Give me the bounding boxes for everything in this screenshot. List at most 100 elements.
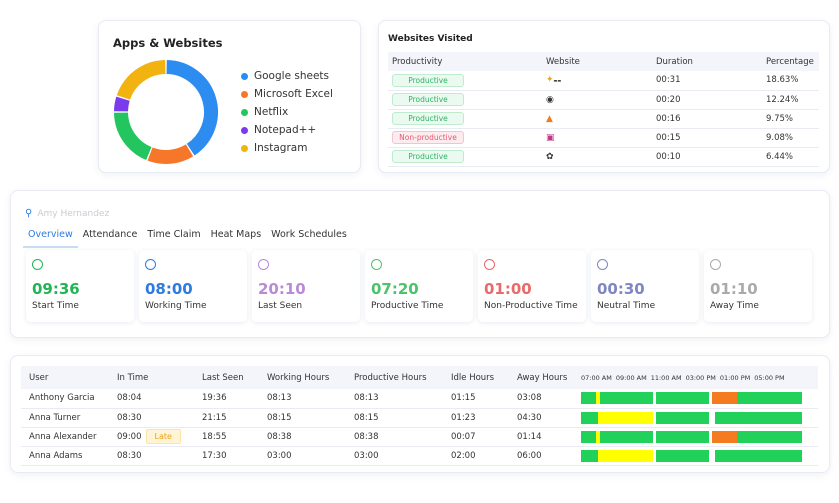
website-row[interactable]: Productive ✦▬▬ 00:31 18.63%: [388, 71, 819, 91]
stat-card: 08:00 Working Time: [139, 250, 247, 322]
website-row[interactable]: Productive ▲ 00:16 9.75%: [388, 109, 819, 129]
working-hours: 08:15: [259, 408, 346, 428]
clock-icon: [145, 259, 156, 270]
col-user: User: [21, 366, 109, 389]
clock-icon: [32, 259, 43, 270]
timeline-tick: 01:00 PM: [719, 373, 751, 382]
stat-label: Non-Productive Time: [484, 301, 578, 311]
website-logo-icon: ✦▬▬: [538, 71, 648, 91]
user-row[interactable]: Anna Adams 08:30 17:30 03:00 03:00 02:00…: [21, 446, 818, 466]
stat-label: Away Time: [710, 301, 759, 311]
away-hours: 04:30: [509, 408, 573, 428]
user-label: ⚲ Amy Hernandez: [25, 208, 109, 219]
percentage: 18.63%: [758, 71, 819, 91]
apps-donut-chart: [114, 60, 218, 164]
working-hours: 08:38: [259, 427, 346, 447]
stat-cards: 09:36 Start Time 08:00 Working Time 20:1…: [26, 250, 812, 322]
idle-hours: 01:15: [443, 389, 509, 409]
productive-hours: 08:15: [346, 408, 443, 428]
col-productivity: Productivity: [388, 52, 538, 71]
idle-hours: 01:23: [443, 408, 509, 428]
legend-item[interactable]: Netflix: [241, 103, 333, 121]
tab-work-schedules[interactable]: Work Schedules: [271, 229, 347, 240]
away-hours: 01:14: [509, 427, 573, 447]
tab-heat-maps[interactable]: Heat Maps: [210, 229, 262, 240]
legend-item[interactable]: Instagram: [241, 139, 333, 157]
col-productive-hours: Productive Hours: [346, 366, 443, 389]
gitlab-icon: ▲: [538, 109, 648, 129]
timeline-segment-productive: [581, 392, 597, 405]
user-name[interactable]: Anna Turner: [21, 408, 109, 428]
col-away-hours: Away Hours: [509, 366, 573, 389]
donut-slice-google-sheets[interactable]: [166, 60, 218, 156]
donut-slice-notepad-[interactable]: [114, 96, 130, 112]
user-row[interactable]: Anna Turner 08:30 21:15 08:15 08:15 01:2…: [21, 408, 818, 428]
col-idle-hours: Idle Hours: [443, 366, 509, 389]
in-time: 08:30: [117, 450, 142, 461]
legend-item[interactable]: Notepad++: [241, 121, 333, 139]
timeline-segment-productive: [736, 430, 802, 443]
stat-card: 20:10 Last Seen: [252, 250, 360, 322]
col-website: Website: [538, 52, 648, 71]
stat-label: Productive Time: [371, 301, 444, 311]
stat-value: 01:10: [710, 280, 758, 298]
timeline-segment-gap: [709, 449, 715, 462]
productivity-badge: Productive: [392, 93, 464, 106]
legend-label: Google sheets: [254, 70, 329, 82]
activity-timeline: [581, 430, 802, 443]
timeline-tick: 11:00 AM: [650, 373, 682, 382]
timeline-segment-productive: [581, 449, 598, 462]
donut-slice-microsoft-excel[interactable]: [147, 144, 194, 164]
timeline-segment-gap: [652, 411, 657, 424]
tab-time-claim[interactable]: Time Claim: [147, 229, 201, 240]
percentage: 12.24%: [758, 90, 819, 110]
last-seen: 18:55: [194, 427, 259, 447]
website-row[interactable]: Productive ◉ 00:20 12.24%: [388, 90, 819, 110]
timeline-segment-idle: [597, 411, 653, 424]
user-name[interactable]: Anna Alexander: [21, 427, 109, 447]
users-table-card: User In Time Last Seen Working Hours Product…: [10, 355, 830, 473]
user-name[interactable]: Anthony Garcia: [21, 389, 109, 409]
clock-icon: [258, 259, 269, 270]
donut-slice-instagram[interactable]: [116, 60, 166, 101]
timeline-segment-productive: [714, 449, 802, 462]
stat-value: 07:20: [371, 280, 419, 298]
timeline-segment-gap: [709, 430, 713, 443]
openai-icon: ✿: [538, 147, 648, 167]
productivity-badge: Productive: [392, 112, 464, 125]
user-row[interactable]: Anthony Garcia 08:04 19:36 08:13 08:13 0…: [21, 389, 818, 409]
legend-label: Notepad++: [254, 124, 317, 136]
user-row[interactable]: Anna Alexander 09:00 Late 18:55 08:38 08:…: [21, 427, 818, 447]
col-timeline: 07:00 AM 09:00 AM 11:00 AM 03:00 PM 01:00 PM…: [573, 366, 818, 389]
donut-slice-netflix[interactable]: [114, 112, 152, 161]
timeline-segment-away: [712, 430, 737, 443]
stat-value: 09:36: [32, 280, 80, 298]
col-last-seen: Last Seen: [194, 366, 259, 389]
legend-item[interactable]: Microsoft Excel: [241, 85, 333, 103]
legend-item[interactable]: Google sheets: [241, 67, 333, 85]
away-hours: 06:00: [509, 446, 573, 466]
websites-title: Websites Visited: [388, 34, 473, 44]
timeline-segment-gap: [652, 392, 657, 405]
timeline-segment-gap: [709, 392, 713, 405]
timeline-segment-productive: [736, 392, 802, 405]
activity-timeline: [581, 411, 802, 424]
users-table: User In Time Last Seen Working Hours Product…: [21, 366, 818, 466]
productivity-badge: Productive: [392, 73, 464, 87]
col-duration: Duration: [648, 52, 758, 71]
tab-attendance[interactable]: Attendance: [82, 229, 138, 240]
website-row[interactable]: Non-productive ▣ 00:15 9.08%: [388, 128, 819, 148]
website-row[interactable]: Productive ✿ 00:10 6.44%: [388, 147, 819, 167]
idle-hours: 02:00: [443, 446, 509, 466]
stat-value: 00:30: [597, 280, 645, 298]
activity-timeline: [581, 392, 802, 405]
timeline-tick: 09:00 AM: [615, 373, 647, 382]
user-name[interactable]: Anna Adams: [21, 446, 109, 466]
productivity-badge: Non-productive: [392, 131, 464, 144]
timeline-segment-productive: [581, 430, 597, 443]
timeline-segment-productive: [599, 392, 653, 405]
tab-overview[interactable]: Overview: [23, 227, 78, 248]
stat-label: Last Seen: [258, 301, 303, 311]
duration: 00:10: [648, 147, 758, 167]
col-percentage: Percentage: [758, 52, 819, 71]
